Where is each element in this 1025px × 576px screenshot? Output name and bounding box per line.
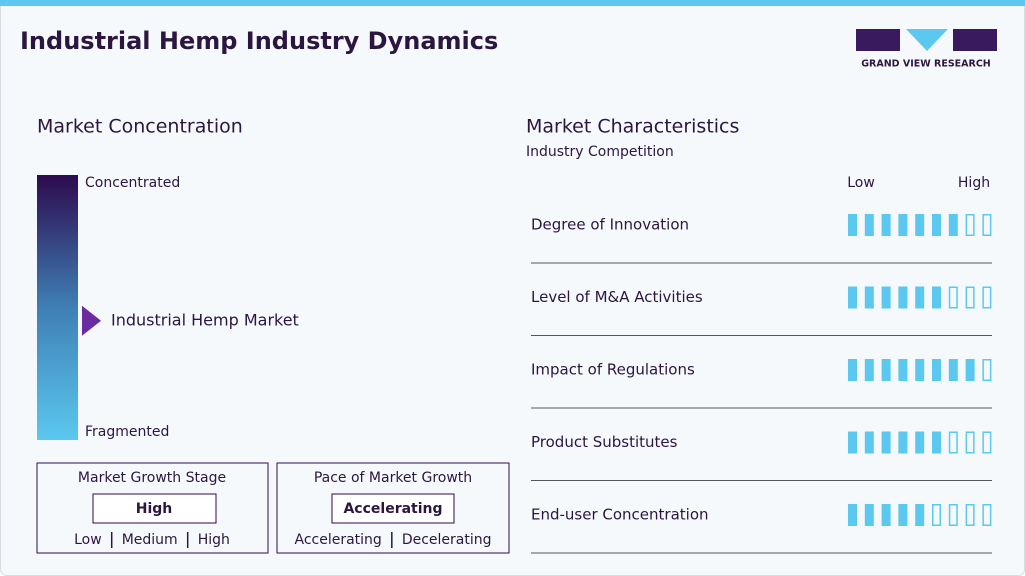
- section-title: Market Characteristics: [526, 116, 739, 138]
- section-title: Market Concentration: [37, 116, 243, 138]
- row-label: Impact of Regulations: [531, 361, 695, 379]
- value-box: [331, 493, 455, 524]
- rating-segment-filled: [915, 504, 925, 526]
- rating-segment-filled: [898, 504, 908, 526]
- rating-segment-filled: [864, 359, 874, 381]
- rating-segment-empty: [932, 504, 941, 526]
- row-label: Product Substitutes: [531, 433, 678, 451]
- scale-low: Low: [847, 175, 875, 191]
- rating-segment-filled: [881, 431, 891, 454]
- rating-segment-filled: [898, 431, 908, 454]
- growth-stage-box: [36, 462, 269, 554]
- rating-segment-filled: [881, 359, 891, 381]
- logo: GRAND VIEW RESEARCH: [856, 29, 997, 70]
- rating-segment-filled: [932, 431, 941, 454]
- rating-segment-filled: [948, 359, 958, 381]
- rating-segment-empty: [965, 286, 975, 309]
- rating-segment-filled: [848, 214, 857, 236]
- marker-label: Industrial Hemp Market: [111, 310, 299, 329]
- rating-segment-filled: [848, 359, 857, 381]
- rating-segment-filled: [932, 286, 941, 309]
- rating-segment-filled: [848, 504, 857, 526]
- rating-segment-empty: [982, 359, 992, 381]
- rating-segment-empty: [948, 431, 958, 454]
- rating-segment-filled: [948, 214, 958, 236]
- rating-segment-filled: [915, 359, 925, 381]
- row-label: Degree of Innovation: [531, 216, 689, 234]
- value-box: [92, 493, 217, 524]
- rating-segment-empty: [948, 504, 958, 526]
- scale-high: High: [958, 175, 990, 191]
- rating-segment-filled: [864, 286, 874, 309]
- market-marker: [82, 305, 101, 336]
- rating-segment-empty: [965, 504, 975, 526]
- box-title: Pace of Market Growth: [314, 470, 472, 486]
- rating-segment-filled: [848, 286, 857, 309]
- option: Low: [74, 532, 102, 548]
- option: Decelerating: [402, 532, 492, 548]
- box-title: Market Growth Stage: [78, 470, 226, 486]
- rating-segment-filled: [932, 359, 941, 381]
- rating-segment-filled: [864, 214, 874, 236]
- rating-segment-filled: [881, 214, 891, 236]
- row-label: Level of M&A Activities: [531, 288, 703, 306]
- option: High: [198, 532, 230, 548]
- rating-segment-empty: [982, 286, 992, 309]
- rating-segment-empty: [948, 286, 958, 309]
- rating-segment-filled: [898, 214, 908, 236]
- rating-segment-filled: [864, 431, 874, 454]
- rating-segment-filled: [915, 431, 925, 454]
- page-title: Industrial Hemp Industry Dynamics: [20, 27, 498, 55]
- section-subtitle: Industry Competition: [526, 144, 674, 160]
- rating-segment-filled: [915, 286, 925, 309]
- rating-segment-filled: [915, 214, 925, 236]
- growth-pace-box: [276, 462, 510, 554]
- option: Medium: [122, 532, 178, 548]
- rating-segment-empty: [982, 504, 992, 526]
- rating-segment-empty: [965, 431, 975, 454]
- box-value: Accelerating: [343, 501, 442, 517]
- row-label: End-user Concentration: [531, 506, 709, 524]
- top-bar: [0, 0, 1025, 6]
- rating-segment-filled: [881, 504, 891, 526]
- box-value: High: [136, 501, 173, 517]
- concentration-bar: [37, 175, 78, 440]
- rating-segment-empty: [965, 214, 975, 236]
- rating-segment-empty: [982, 431, 992, 454]
- bottom-label: Fragmented: [85, 424, 169, 440]
- rating-segment-filled: [881, 286, 891, 309]
- rating-segment-filled: [898, 359, 908, 381]
- top-label: Concentrated: [85, 175, 180, 191]
- option: Accelerating: [294, 532, 381, 548]
- rating-segment-filled: [965, 359, 975, 381]
- rating-segment-empty: [982, 214, 992, 236]
- rating-segment-filled: [848, 431, 857, 454]
- rating-segment-filled: [864, 504, 874, 526]
- rating-segment-filled: [932, 214, 941, 236]
- logo-text: GRAND VIEW RESEARCH: [861, 59, 991, 70]
- rating-segment-filled: [898, 286, 908, 309]
